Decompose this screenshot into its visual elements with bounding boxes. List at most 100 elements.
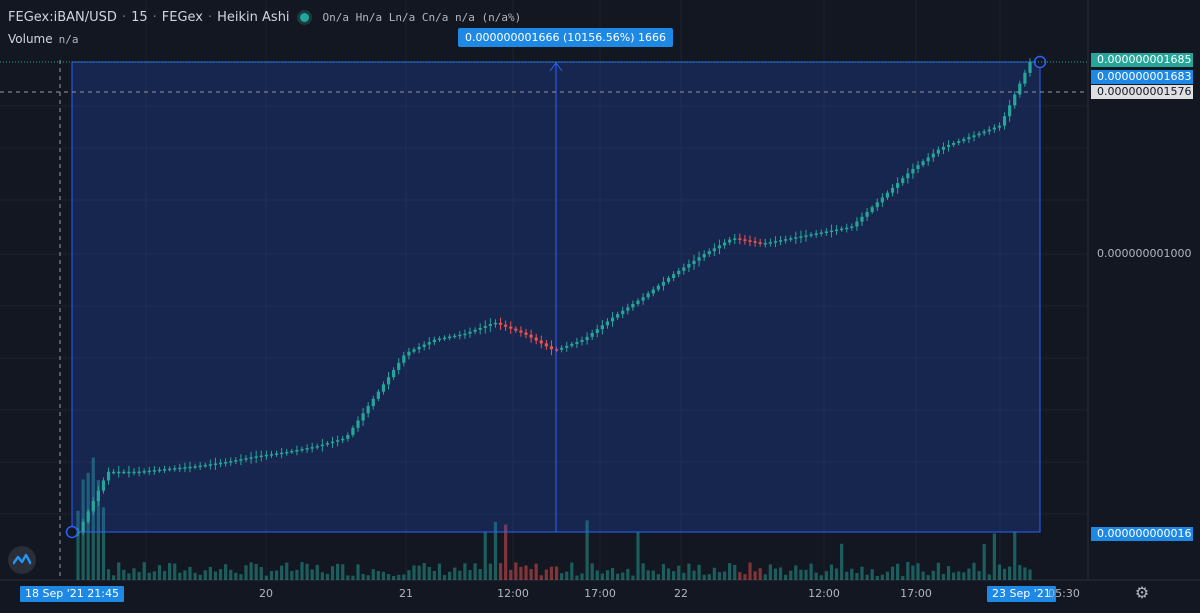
volume-label: Volume: [8, 32, 53, 46]
candle-body: [519, 330, 523, 333]
candle-body: [875, 202, 879, 208]
candle-body: [101, 480, 106, 491]
candle-body: [850, 226, 854, 228]
candle-body: [819, 232, 823, 234]
volume-bar: [285, 562, 289, 580]
volume-bar: [524, 565, 528, 580]
volume-bar: [728, 563, 732, 580]
volume-bar: [274, 570, 279, 580]
volume-bar: [290, 570, 294, 580]
volume-bar: [789, 570, 793, 580]
candle-body: [96, 490, 100, 502]
volume-bar: [997, 564, 1002, 580]
candle-body: [351, 427, 355, 436]
candle-body: [570, 343, 574, 346]
candle-body: [672, 274, 676, 278]
candle-body: [371, 398, 375, 407]
volume-bar: [478, 569, 482, 580]
volume-bar: [692, 570, 696, 580]
candle-body: [794, 237, 798, 239]
candle-body: [687, 264, 691, 268]
volume-bar: [896, 563, 900, 580]
candle-body: [651, 289, 655, 294]
time-label-21: 21: [399, 587, 413, 600]
time-label-1700: 17:00: [584, 587, 616, 600]
candle-body: [936, 149, 940, 154]
volume-bar: [819, 575, 823, 580]
volume-bar: [748, 562, 752, 580]
candle-body: [407, 351, 411, 356]
volume-bar: [595, 570, 599, 580]
candle-body: [193, 466, 197, 468]
volume-bar: [315, 564, 319, 580]
volume-bar: [137, 572, 141, 580]
candle-body: [366, 406, 370, 414]
market-status-icon: [299, 12, 309, 22]
candle-body: [249, 457, 253, 459]
candle-body: [870, 207, 874, 212]
volume-bar: [122, 569, 126, 580]
volume-bar: [870, 569, 874, 580]
volume-bar: [672, 571, 676, 580]
volume-bar: [437, 563, 442, 580]
volume-bar: [778, 567, 783, 580]
volume-bar: [463, 563, 467, 580]
candle-body: [789, 238, 793, 240]
volume-bar: [646, 570, 650, 580]
volume-bar: [239, 574, 243, 580]
candle-body: [106, 471, 111, 481]
volume-bar: [733, 564, 737, 580]
candle-body: [539, 340, 543, 344]
volume-bar: [341, 564, 345, 580]
volume-bar: [178, 572, 182, 580]
volume-value: n/a: [58, 33, 79, 46]
volume-bar: [926, 575, 930, 580]
candle-body: [722, 242, 727, 246]
candle-body: [361, 413, 365, 421]
volume-bar: [295, 569, 299, 580]
volume-bar: [106, 569, 111, 580]
volume-bar: [483, 531, 487, 580]
candle-body: [768, 242, 772, 244]
candle-body: [926, 157, 930, 162]
tradingview-logo-icon[interactable]: [8, 546, 36, 574]
candle-body: [152, 470, 156, 472]
interval-label[interactable]: 15: [131, 9, 148, 25]
gear-icon[interactable]: ⚙: [1134, 583, 1150, 602]
candle-body: [631, 303, 635, 308]
volume-bar: [753, 571, 757, 580]
volume-bar: [330, 566, 335, 580]
candle-body: [336, 440, 340, 442]
volume-bar: [885, 571, 890, 580]
volume-bar: [1008, 566, 1012, 580]
time-label-1700-b: 17:00: [900, 587, 932, 600]
candle-body: [397, 362, 401, 370]
volume-bar: [616, 573, 620, 580]
candle-body: [412, 349, 416, 352]
measure-overlay[interactable]: [0, 55, 1088, 581]
candle-body: [127, 471, 131, 474]
candle-body: [285, 451, 289, 454]
candle-body: [967, 137, 971, 140]
volume-bar: [804, 569, 808, 580]
candle-body: [707, 251, 711, 255]
volume-bar: [488, 563, 492, 580]
volume-bar: [799, 569, 803, 580]
volume-bar: [213, 571, 218, 580]
time-label-0530: 05:30: [1048, 587, 1080, 600]
volume-bar: [972, 562, 976, 580]
candle-body: [809, 234, 813, 236]
volume-bar: [621, 572, 625, 580]
candle-body: [982, 131, 986, 134]
candle-body: [305, 448, 309, 450]
candle-body: [117, 471, 121, 474]
symbol-name[interactable]: FEGex:iBAN/USD: [8, 9, 117, 25]
candle-body: [142, 471, 146, 473]
volume-bar: [1028, 569, 1032, 580]
candle-body: [931, 153, 935, 158]
candle-body: [997, 125, 1002, 128]
volume-bar: [1023, 567, 1027, 580]
volume-bar: [707, 574, 711, 580]
time-label-22: 22: [674, 587, 688, 600]
